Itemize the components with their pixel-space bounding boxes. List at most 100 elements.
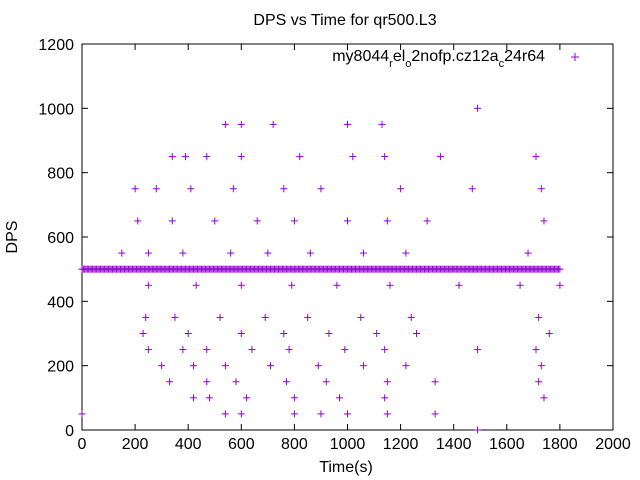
data-point xyxy=(205,394,213,402)
data-point xyxy=(190,362,198,370)
x-tick-label: 600 xyxy=(228,436,255,453)
data-point xyxy=(288,281,296,289)
x-tick-label: 400 xyxy=(175,436,202,453)
x-tick-label: 2000 xyxy=(595,436,631,453)
data-point xyxy=(203,378,211,386)
data-point xyxy=(455,281,463,289)
data-point xyxy=(282,378,290,386)
y-tick-label: 0 xyxy=(65,423,74,440)
data-point xyxy=(386,281,394,289)
data-point xyxy=(227,249,235,257)
data-point xyxy=(216,313,224,321)
data-point xyxy=(381,153,389,161)
data-point xyxy=(383,378,391,386)
data-point xyxy=(431,410,439,418)
data-point xyxy=(192,281,200,289)
data-point xyxy=(131,185,139,193)
data-point xyxy=(336,394,344,402)
data-point xyxy=(144,249,152,257)
data-point xyxy=(190,394,198,402)
data-point xyxy=(349,153,357,161)
data-point xyxy=(139,330,147,337)
data-point xyxy=(341,346,349,354)
data-point xyxy=(516,281,524,289)
data-point xyxy=(535,378,543,386)
data-point xyxy=(540,217,548,225)
data-point xyxy=(322,378,330,386)
data-point xyxy=(556,265,564,273)
legend: my8044relo2nofp.cz12ac24r64 xyxy=(332,48,579,70)
data-point xyxy=(296,153,304,161)
data-point xyxy=(290,394,298,402)
x-tick-label: 0 xyxy=(78,436,87,453)
data-point xyxy=(540,394,548,402)
data-point xyxy=(118,249,126,257)
data-point xyxy=(359,249,367,257)
data-point xyxy=(171,313,179,321)
data-point xyxy=(290,410,298,418)
data-point xyxy=(378,120,386,128)
x-tick-label: 1400 xyxy=(436,436,472,453)
data-point xyxy=(344,120,351,128)
data-point xyxy=(221,410,229,418)
data-point xyxy=(436,153,444,161)
data-point xyxy=(535,313,543,321)
data-point xyxy=(373,330,381,337)
data-point xyxy=(232,378,240,386)
data-point xyxy=(142,313,150,321)
data-point xyxy=(280,330,288,337)
data-point xyxy=(344,217,351,225)
x-tick-label: 200 xyxy=(122,436,149,453)
x-tick-label: 1800 xyxy=(542,436,578,453)
data-point xyxy=(144,346,152,354)
data-point xyxy=(317,410,325,418)
data-point xyxy=(407,313,415,321)
data-point xyxy=(306,249,314,257)
x-tick-label: 1000 xyxy=(330,436,366,453)
data-point xyxy=(423,217,431,225)
data-point xyxy=(264,249,272,257)
data-point xyxy=(474,104,482,112)
data-point xyxy=(317,185,325,193)
data-point xyxy=(168,153,176,161)
data-point xyxy=(524,249,532,257)
data-point xyxy=(468,185,476,193)
data-point xyxy=(537,185,545,193)
y-tick-label: 200 xyxy=(47,359,74,376)
data-point xyxy=(280,185,288,193)
y-axis: 0 200 400 600 800 1000 1200 xyxy=(38,37,613,440)
data-point xyxy=(344,410,351,418)
data-point xyxy=(179,249,187,257)
legend-label: my8044relo2nofp.cz12ac24r64 xyxy=(332,48,545,70)
data-point xyxy=(187,185,195,193)
data-point xyxy=(237,153,245,161)
data-point xyxy=(269,120,277,128)
data-point xyxy=(237,410,245,418)
data-point xyxy=(182,153,190,161)
x-tick-label: 800 xyxy=(281,436,308,453)
y-tick-label: 400 xyxy=(47,294,74,311)
data-point xyxy=(184,330,192,337)
y-tick-label: 600 xyxy=(47,230,74,247)
data-point xyxy=(474,346,482,354)
data-point xyxy=(267,362,275,370)
data-point xyxy=(304,313,312,321)
data-point xyxy=(144,281,152,289)
y-axis-label: DPS xyxy=(4,221,21,254)
data-point xyxy=(325,330,333,337)
data-point xyxy=(333,281,341,289)
plot-frame xyxy=(81,43,614,431)
data-point xyxy=(397,185,405,193)
data-point xyxy=(431,378,439,386)
data-point xyxy=(237,120,245,128)
data-point xyxy=(168,217,176,225)
chart-title: DPS vs Time for qr500.L3 xyxy=(253,12,436,29)
data-point xyxy=(203,346,211,354)
x-tick-label: 1600 xyxy=(489,436,525,453)
x-tick-label: 1200 xyxy=(383,436,419,453)
data-point xyxy=(474,426,482,434)
data-point xyxy=(221,120,229,128)
data-point xyxy=(179,346,187,354)
data-point xyxy=(221,362,229,370)
